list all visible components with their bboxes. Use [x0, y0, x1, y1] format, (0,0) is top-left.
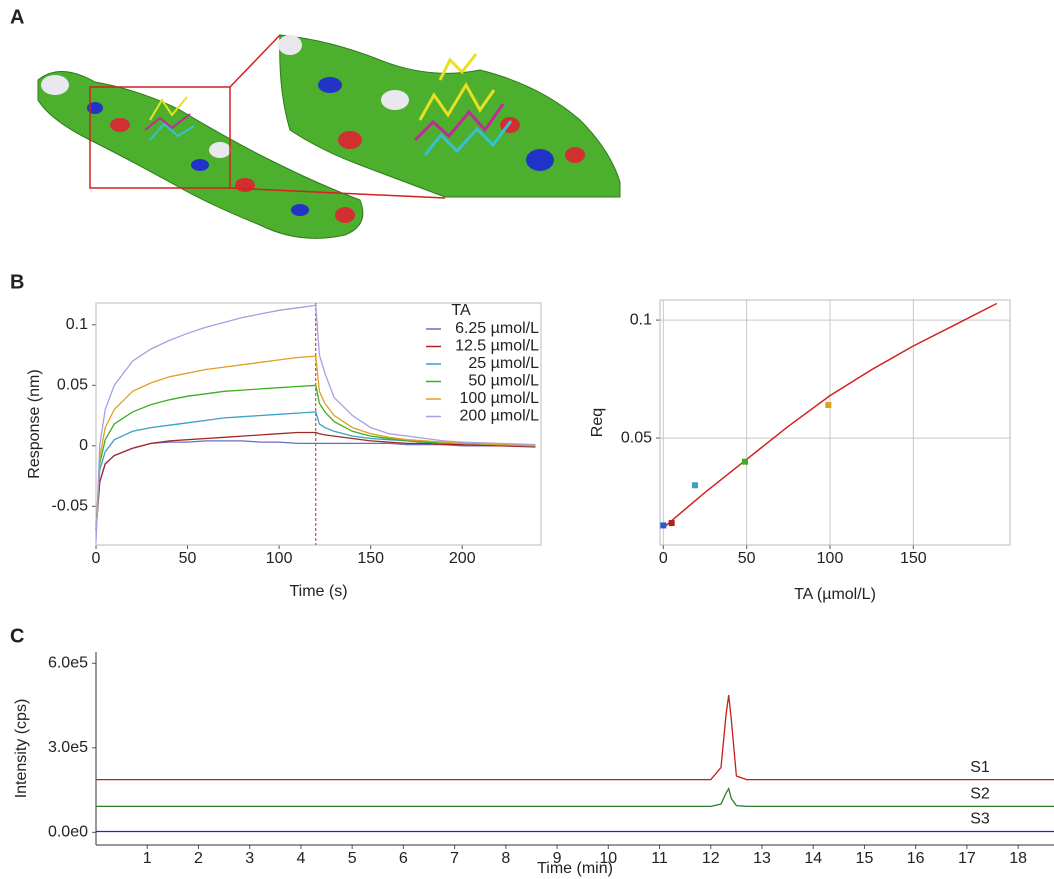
legend-label: 200 µmol/L [460, 408, 540, 425]
y-tick-label: -0.05 [52, 497, 89, 514]
x-tick-label: 17 [958, 850, 976, 867]
x-tick-label: 150 [357, 550, 384, 567]
y-tick-label: 6.0e5 [48, 654, 88, 671]
y-axis-label: Intensity (cps) [13, 699, 30, 799]
x-tick-label: 150 [900, 550, 927, 567]
x-tick-label: 13 [753, 850, 771, 867]
x-tick-label: 100 [817, 550, 844, 567]
x-tick-label: 50 [738, 550, 756, 567]
legend-label: 50 µmol/L [468, 373, 539, 390]
panel-label: B [10, 271, 24, 293]
y-tick-label: 0.0e0 [48, 824, 88, 841]
figure: A B C -0.0500.050. [0, 0, 1054, 879]
x-tick-label: 14 [804, 850, 822, 867]
x-tick-label: 16 [907, 850, 925, 867]
x-tick-label: 12 [702, 850, 720, 867]
panel-label: C [10, 625, 24, 647]
x-tick-label: 200 [449, 550, 476, 567]
point [742, 459, 748, 465]
series-line [96, 695, 1054, 780]
legend-label: 100 µmol/L [460, 390, 540, 407]
y-tick-label: 0 [79, 437, 88, 454]
series-label: S2 [970, 786, 990, 803]
x-tick-label: 7 [450, 850, 459, 867]
x-tick-label: 0 [659, 550, 668, 567]
x-tick-label: 8 [501, 850, 510, 867]
plot-frame [660, 300, 1010, 545]
x-axis-label: Time (min) [537, 860, 613, 877]
y-tick-label: 0.1 [630, 311, 652, 328]
legend-label: 25 µmol/L [468, 355, 539, 372]
legend-label: 6.25 µmol/L [455, 320, 539, 337]
x-tick-label: 6 [399, 850, 408, 867]
x-tick-label: 100 [266, 550, 293, 567]
x-tick-label: 5 [348, 850, 357, 867]
x-tick-label: 18 [1009, 850, 1027, 867]
x-tick-label: 3 [245, 850, 254, 867]
series-label: S1 [970, 759, 990, 776]
series-label: S3 [970, 811, 990, 828]
series-line [96, 789, 1054, 807]
x-tick-label: 1 [143, 850, 152, 867]
x-tick-label: 2 [194, 850, 203, 867]
y-axis-label: Response (nm) [26, 369, 43, 478]
x-tick-label: 0 [92, 550, 101, 567]
y-tick-label: 0.05 [57, 376, 88, 393]
point [825, 402, 831, 408]
y-tick-label: 0.1 [66, 316, 88, 333]
x-tick-label: 11 [651, 850, 668, 867]
x-axis-label: TA (µmol/L) [794, 586, 876, 603]
panel-label: A [10, 6, 24, 28]
point [660, 522, 666, 528]
point [669, 520, 675, 526]
x-tick-label: 50 [179, 550, 197, 567]
x-axis-label: Time (s) [289, 583, 347, 600]
point [692, 482, 698, 488]
y-tick-label: 0.05 [621, 429, 652, 446]
y-tick-label: 3.0e5 [48, 739, 88, 756]
molecule-illustration [38, 35, 620, 238]
x-tick-label: 4 [296, 850, 305, 867]
y-axis-label: Req [589, 408, 606, 437]
legend-label: 12.5 µmol/L [455, 338, 539, 355]
legend-title: TA [451, 302, 471, 319]
x-tick-label: 15 [856, 850, 874, 867]
